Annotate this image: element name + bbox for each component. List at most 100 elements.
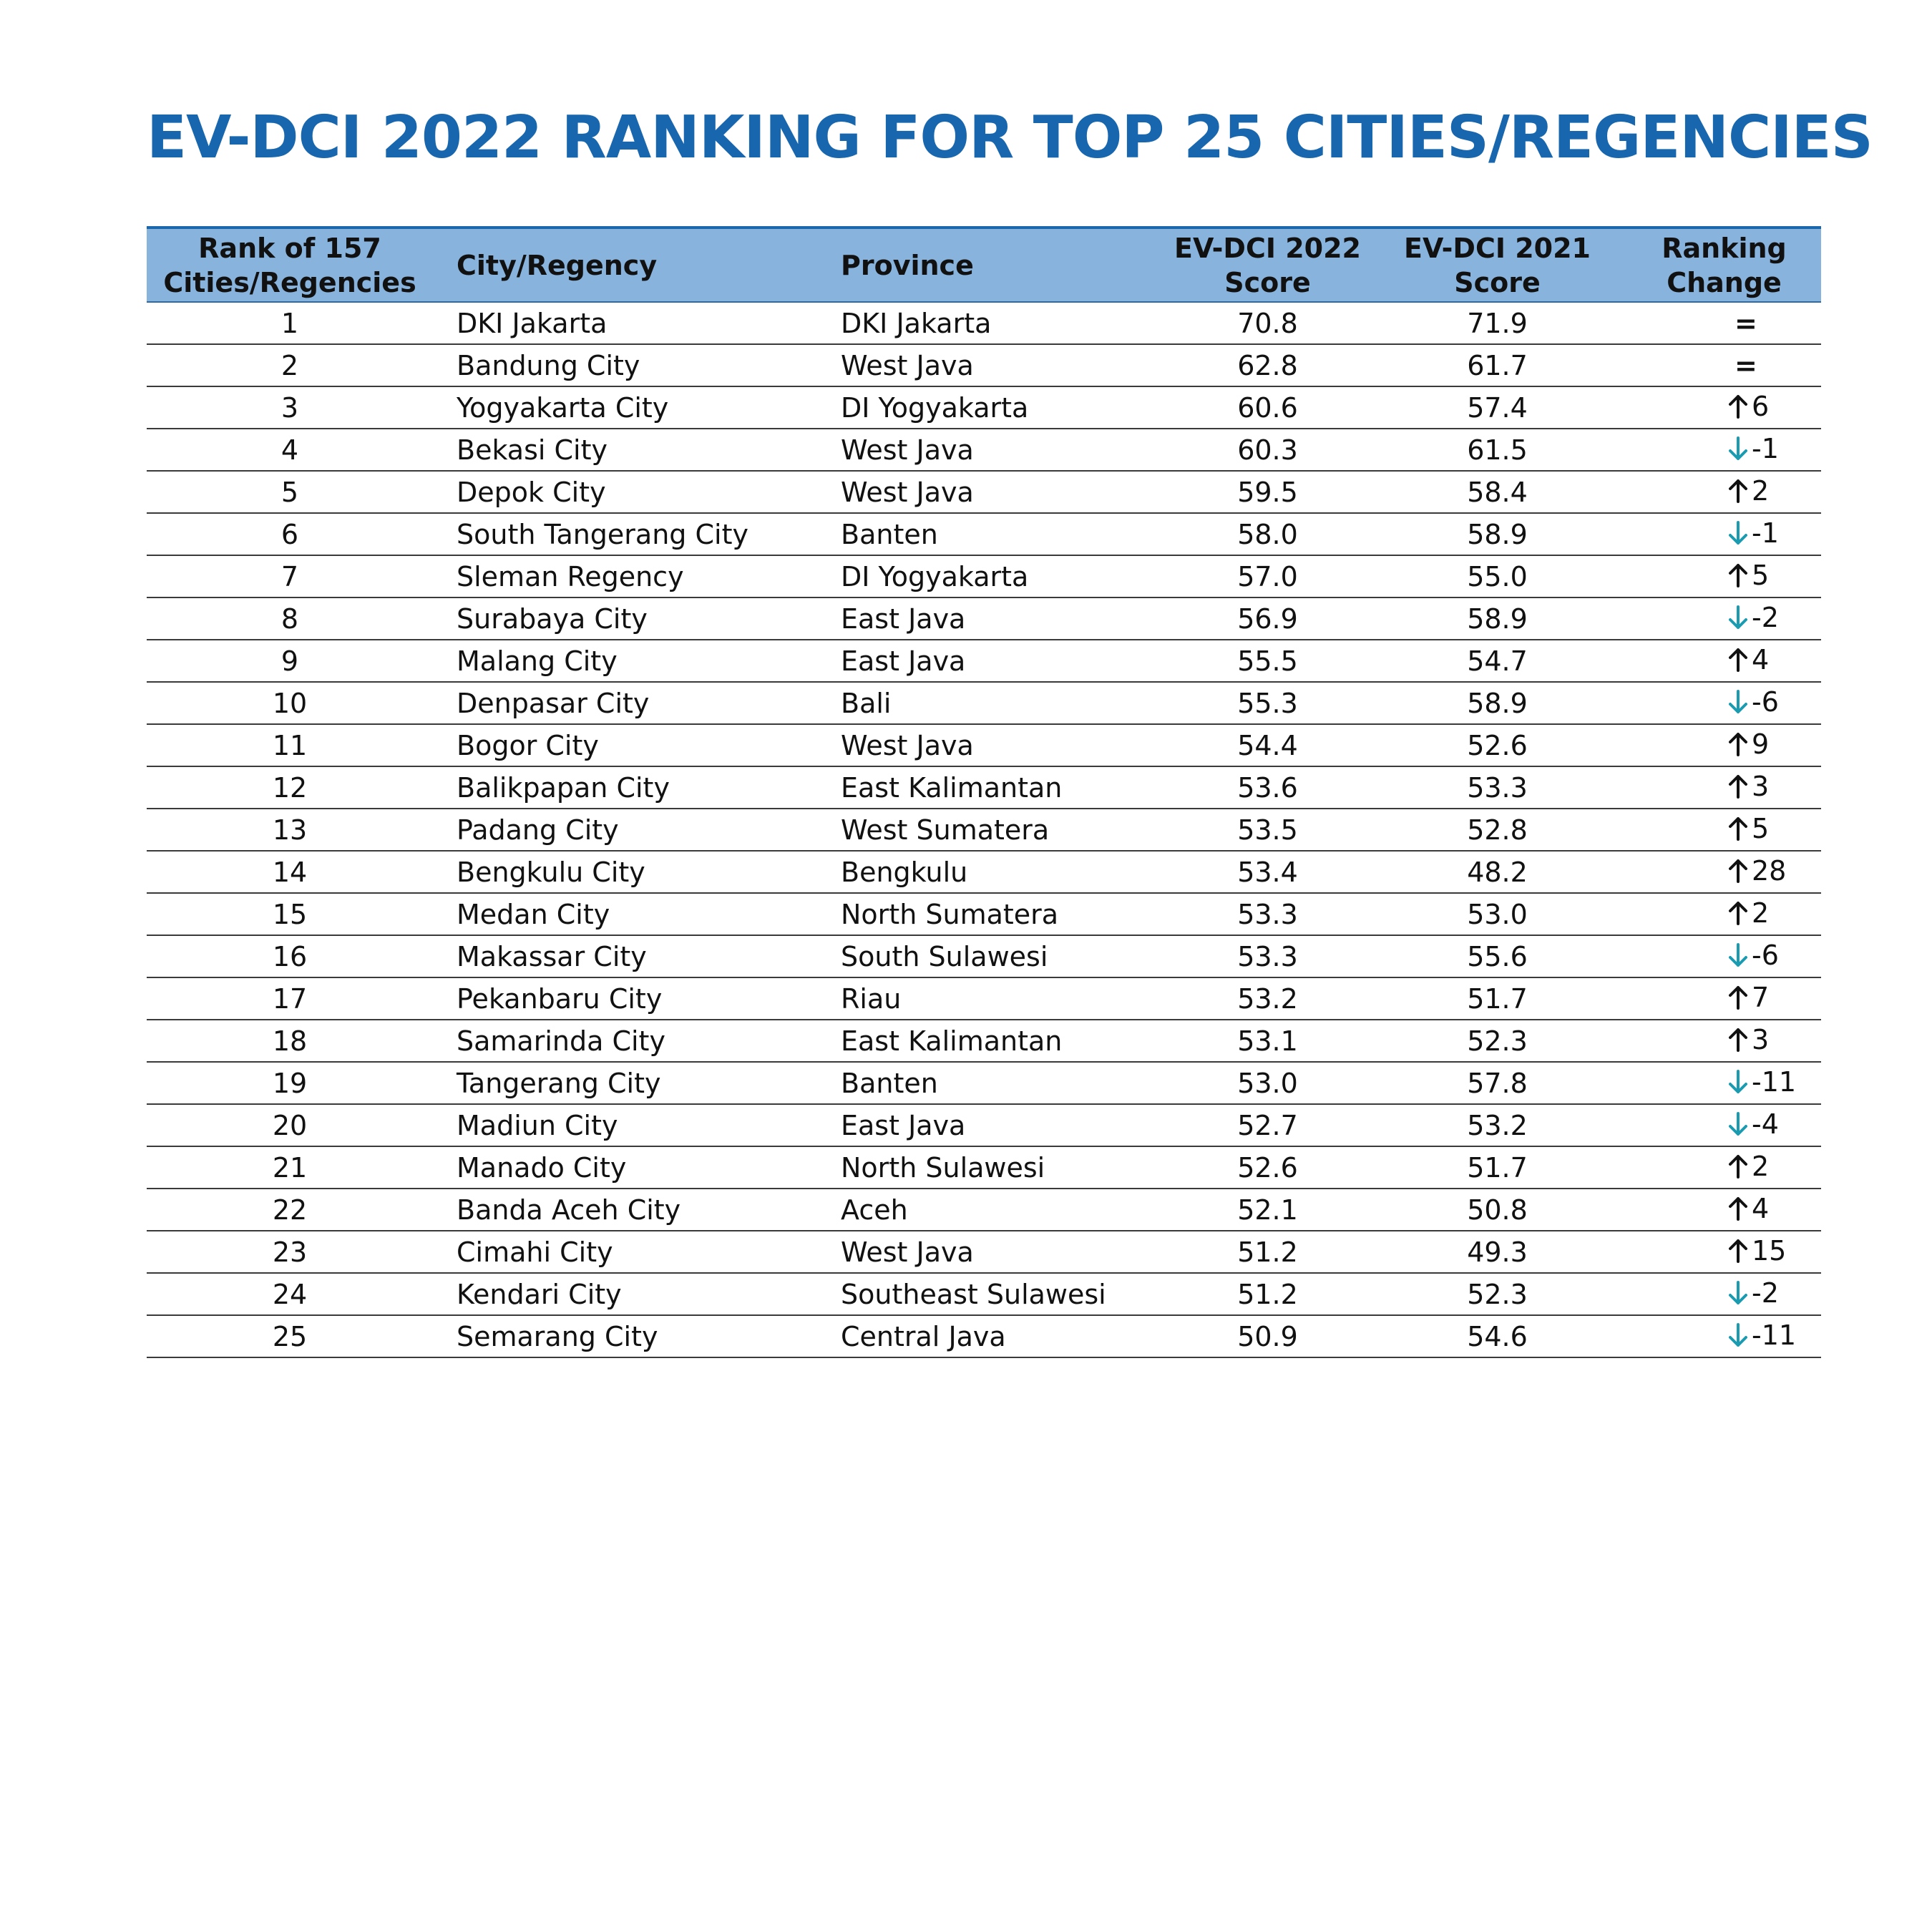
cell-city: South Tangerang City: [457, 518, 748, 550]
ranking-change-value: 4: [1752, 643, 1770, 675]
arrow-up-icon: [1727, 1028, 1749, 1052]
arrow-up-icon: [1727, 563, 1749, 587]
cell-city: Pekanbaru City: [457, 982, 663, 1015]
header-rank: Rank of 157 Cities/Regencies: [147, 231, 433, 300]
cell-province: Banten: [841, 1067, 938, 1099]
cell-score-2021: 52.8: [1467, 814, 1528, 846]
cell-city: Bengkulu City: [457, 856, 645, 888]
cell-score-2021: 55.6: [1467, 940, 1528, 972]
table-header: Rank of 157 Cities/Regencies City/Regenc…: [147, 226, 1821, 303]
header-score-2022-line2: Score: [1224, 266, 1311, 298]
cell-ranking-change: 4: [1627, 1191, 1821, 1229]
cell-rank: 3: [280, 391, 299, 424]
cell-score-2021: 48.2: [1467, 856, 1528, 888]
cell-score-2021: 50.8: [1467, 1194, 1528, 1226]
cell-province: West Sumatera: [841, 814, 1050, 846]
header-score-2021-line1: EV-DCI 2021: [1404, 232, 1591, 264]
arrow-down-icon: [1727, 1280, 1749, 1305]
cell-score-2022: 53.4: [1237, 856, 1298, 888]
cell-ranking-change: -11: [1627, 1318, 1821, 1355]
table-body: 1 DKI Jakarta DKI Jakarta 70.8 71.9 = 2 Bandung…: [147, 303, 1821, 1358]
cell-score-2022: 70.8: [1237, 307, 1298, 339]
arrow-down-icon: [1727, 1322, 1749, 1347]
cell-city: Sleman Regency: [457, 560, 684, 592]
cell-city: Kendari City: [457, 1278, 622, 1310]
header-rank-line1: Rank of 157: [198, 232, 381, 264]
cell-city: Banda Aceh City: [457, 1194, 681, 1226]
ranking-change-value: -11: [1752, 1065, 1797, 1098]
cell-score-2021: 55.0: [1467, 560, 1528, 592]
cell-score-2021: 57.4: [1467, 391, 1528, 424]
cell-score-2021: 58.9: [1467, 687, 1528, 719]
table-row: 9 Malang City East Java 55.5 54.7 4: [147, 640, 1821, 683]
table-row: 14 Bengkulu City Bengkulu 53.4 48.2 28: [147, 852, 1821, 894]
cell-score-2021: 54.7: [1467, 645, 1528, 677]
cell-score-2022: 57.0: [1237, 560, 1298, 592]
header-score-2021: EV-DCI 2021 Score: [1367, 231, 1627, 300]
cell-rank: 13: [272, 814, 308, 846]
table-row: 1 DKI Jakarta DKI Jakarta 70.8 71.9 =: [147, 303, 1821, 345]
arrow-down-icon: [1727, 605, 1749, 630]
arrow-down-icon: [1727, 520, 1749, 545]
cell-city: Balikpapan City: [457, 771, 670, 804]
table-row: 20 Madiun City East Java 52.7 53.2 -4: [147, 1105, 1821, 1147]
cell-ranking-change: 3: [1627, 1023, 1821, 1060]
cell-score-2022: 53.0: [1237, 1067, 1298, 1099]
cell-score-2022: 55.5: [1237, 645, 1298, 677]
ranking-change-value: -6: [1752, 939, 1779, 971]
arrow-up-icon: [1727, 1154, 1749, 1179]
header-score-2022-line1: EV-DCI 2022: [1174, 232, 1361, 264]
table-row: 11 Bogor City West Java 54.4 52.6 9: [147, 725, 1821, 767]
cell-rank: 6: [280, 518, 299, 550]
cell-rank: 21: [272, 1151, 308, 1184]
cell-province: West Java: [841, 434, 974, 466]
cell-rank: 7: [280, 560, 299, 592]
cell-score-2022: 52.6: [1237, 1151, 1298, 1184]
cell-rank: 20: [272, 1109, 308, 1141]
table-row: 2 Bandung City West Java 62.8 61.7 =: [147, 345, 1821, 387]
arrow-up-icon: [1727, 816, 1749, 841]
cell-score-2021: 58.9: [1467, 602, 1528, 635]
cell-ranking-change: 5: [1627, 811, 1821, 849]
arrow-down-icon: [1727, 436, 1749, 461]
ranking-change-value: 15: [1752, 1234, 1787, 1267]
cell-province: East Java: [841, 1109, 966, 1141]
table-row: 23 Cimahi City West Java 51.2 49.3 15: [147, 1231, 1821, 1274]
header-rank-line2: Cities/Regencies: [163, 266, 416, 298]
cell-score-2021: 57.8: [1467, 1067, 1528, 1099]
ranking-change-value: -11: [1752, 1319, 1797, 1351]
ranking-change-value: 9: [1752, 728, 1770, 760]
arrow-up-icon: [1727, 479, 1749, 503]
cell-province: East Java: [841, 602, 966, 635]
cell-province: East Java: [841, 645, 966, 677]
cell-city: Madiun City: [457, 1109, 618, 1141]
cell-province: Bali: [841, 687, 892, 719]
cell-city: Medan City: [457, 898, 610, 930]
cell-province: West Java: [841, 476, 974, 508]
arrow-up-icon: [1727, 648, 1749, 672]
cell-ranking-change: 4: [1627, 643, 1821, 680]
cell-score-2021: 58.9: [1467, 518, 1528, 550]
arrow-down-icon: [1727, 1111, 1749, 1136]
cell-province: Aceh: [841, 1194, 908, 1226]
cell-rank: 10: [272, 687, 308, 719]
table-row: 8 Surabaya City East Java 56.9 58.9 -2: [147, 598, 1821, 640]
ranking-change-value: =: [1735, 349, 1757, 381]
cell-score-2022: 60.6: [1237, 391, 1298, 424]
cell-ranking-change: -11: [1627, 1065, 1821, 1102]
cell-city: Makassar City: [457, 940, 647, 972]
cell-score-2021: 71.9: [1467, 307, 1528, 339]
cell-city: Padang City: [457, 814, 619, 846]
cell-score-2022: 53.5: [1237, 814, 1298, 846]
table-row: 22 Banda Aceh City Aceh 52.1 50.8 4: [147, 1189, 1821, 1231]
cell-province: DKI Jakarta: [841, 307, 992, 339]
cell-ranking-change: -1: [1627, 431, 1821, 469]
table-row: 25 Semarang City Central Java 50.9 54.6 -11: [147, 1316, 1821, 1358]
cell-rank: 12: [272, 771, 308, 804]
arrow-up-icon: [1727, 859, 1749, 883]
cell-city: Depok City: [457, 476, 606, 508]
cell-score-2021: 53.2: [1467, 1109, 1528, 1141]
cell-city: Bandung City: [457, 349, 640, 381]
header-score-2021-line2: Score: [1454, 266, 1541, 298]
cell-province: Southeast Sulawesi: [841, 1278, 1106, 1310]
